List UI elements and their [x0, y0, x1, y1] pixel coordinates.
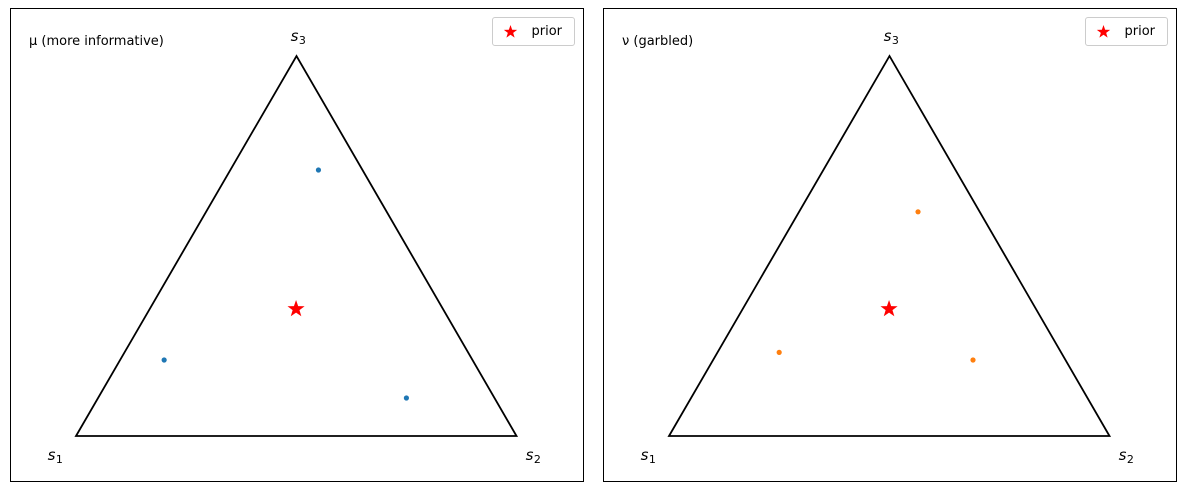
legend-label: prior	[1124, 24, 1155, 39]
legend-nu: prior	[1085, 17, 1168, 46]
posterior-point	[315, 167, 322, 173]
vertex-label-s1: s1	[640, 446, 656, 466]
panel-mu: μ (more informative) s3 s1 s2 prior	[10, 8, 584, 482]
triangle-outline	[74, 54, 519, 437]
vertex-label-s3: s3	[290, 27, 306, 47]
simplex-plot-nu	[667, 54, 1112, 437]
prior-star	[287, 300, 305, 317]
simplex-plot-mu	[74, 54, 519, 437]
panel-title-nu: ν (garbled)	[622, 34, 694, 49]
panel-title-mu: μ (more informative)	[29, 34, 164, 49]
panel-nu: ν (garbled) s3 s1 s2 prior	[603, 8, 1177, 482]
vertex-label-s3: s3	[883, 27, 899, 47]
prior-star-icon	[1097, 25, 1111, 38]
posterior-point	[403, 395, 409, 401]
vertex-label-s1: s1	[47, 446, 63, 466]
posterior-point	[970, 357, 976, 363]
legend-mu: prior	[492, 17, 575, 46]
legend-label: prior	[531, 24, 562, 39]
posterior-point	[776, 349, 782, 355]
prior-star-icon	[504, 25, 518, 38]
vertex-label-s2: s2	[525, 446, 541, 466]
vertex-label-s2: s2	[1118, 446, 1134, 466]
prior-star	[880, 300, 898, 317]
triangle-outline	[667, 54, 1112, 437]
posterior-point	[915, 209, 921, 215]
posterior-point	[161, 357, 167, 363]
